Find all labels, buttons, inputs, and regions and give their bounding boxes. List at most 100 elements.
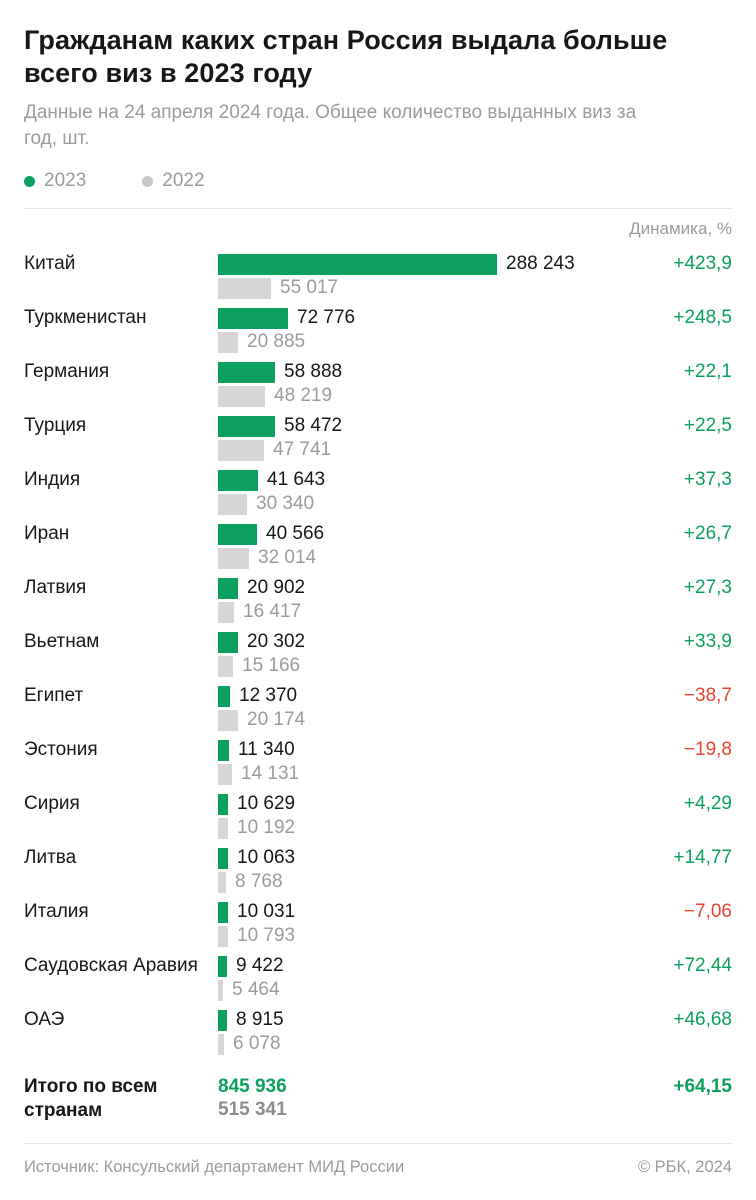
country-label: ОАЭ bbox=[24, 1009, 65, 1030]
value-2023-label: 10 031 bbox=[237, 901, 296, 922]
dynamics-value: +46,68 bbox=[673, 1009, 732, 1030]
bar-2022 bbox=[218, 655, 233, 677]
bar-line: 20 902 bbox=[218, 577, 632, 599]
dynamics-value: +37,3 bbox=[683, 469, 732, 490]
bar-line: 288 243 bbox=[218, 253, 632, 275]
value-2023-label: 40 566 bbox=[266, 523, 325, 544]
country-label: Турция bbox=[24, 415, 87, 436]
country-bars: 11 340 14 131 bbox=[218, 739, 632, 785]
value-2022-label: 6 078 bbox=[233, 1033, 281, 1054]
country-row: Саудовская Аравия 9 422 5 464 +72,44 bbox=[24, 955, 732, 1001]
country-bars: 10 629 10 192 bbox=[218, 793, 632, 839]
top-divider bbox=[24, 208, 732, 209]
dynamics-value: −7,06 bbox=[683, 901, 732, 922]
bar-line: 20 302 bbox=[218, 631, 632, 653]
bar-2023 bbox=[218, 469, 258, 491]
bar-2023 bbox=[218, 685, 230, 707]
bar-line: 10 629 bbox=[218, 793, 632, 815]
bar-2022 bbox=[218, 439, 264, 461]
dynamics-value: +248,5 bbox=[673, 307, 732, 328]
value-2023-label: 8 915 bbox=[236, 1009, 284, 1030]
value-2022-label: 5 464 bbox=[232, 979, 280, 1000]
total-label: Итого по всем странам bbox=[24, 1076, 158, 1121]
legend-item-2022: 2022 bbox=[142, 170, 205, 192]
value-2022-label: 47 741 bbox=[273, 439, 332, 460]
country-label: Сирия bbox=[24, 793, 80, 814]
country-row: Эстония 11 340 14 131 −19,8 bbox=[24, 739, 732, 785]
dynamics-value: +14,77 bbox=[673, 847, 732, 868]
country-row: Туркменистан 72 776 20 885 +248,5 bbox=[24, 307, 732, 353]
bar-2022 bbox=[218, 979, 223, 1001]
value-2023-label: 9 422 bbox=[236, 955, 284, 976]
footer: Источник: Консульский департамент МИД Ро… bbox=[24, 1158, 732, 1177]
bar-line: 20 174 bbox=[218, 709, 632, 731]
country-row: Литва 10 063 8 768 +14,77 bbox=[24, 847, 732, 893]
value-2022-label: 30 340 bbox=[256, 493, 315, 514]
bar-line: 16 417 bbox=[218, 601, 632, 623]
dynamics-value: −19,8 bbox=[683, 739, 732, 760]
country-label: Египет bbox=[24, 685, 84, 706]
value-2023-label: 12 370 bbox=[239, 685, 298, 706]
country-row: Сирия 10 629 10 192 +4,29 bbox=[24, 793, 732, 839]
country-bars: 41 643 30 340 bbox=[218, 469, 632, 515]
country-label: Вьетнам bbox=[24, 631, 100, 652]
bottom-divider bbox=[24, 1143, 732, 1144]
bar-line: 30 340 bbox=[218, 493, 632, 515]
bar-line: 48 219 bbox=[218, 385, 632, 407]
bar-2022 bbox=[218, 709, 238, 731]
total-row: Итого по всем странам 845 936 515 341 +6… bbox=[24, 1075, 732, 1123]
bar-line: 41 643 bbox=[218, 469, 632, 491]
country-label: Литва bbox=[24, 847, 77, 868]
value-2023-label: 11 340 bbox=[238, 739, 295, 760]
copyright: © РБК, 2024 bbox=[637, 1158, 732, 1176]
country-bars: 10 063 8 768 bbox=[218, 847, 632, 893]
bar-2022 bbox=[218, 277, 271, 299]
bar-2022 bbox=[218, 385, 265, 407]
country-row: Германия 58 888 48 219 +22,1 bbox=[24, 361, 732, 407]
value-2022-label: 20 174 bbox=[247, 709, 306, 730]
dynamics-value: +26,7 bbox=[683, 523, 732, 544]
bar-2022 bbox=[218, 871, 226, 893]
bar-2023 bbox=[218, 523, 257, 545]
bar-2022 bbox=[218, 1033, 224, 1055]
country-row: Египет 12 370 20 174 −38,7 bbox=[24, 685, 732, 731]
page-title: Гражданам каких стран Россия выдала боль… bbox=[24, 25, 668, 88]
country-bars: 58 472 47 741 bbox=[218, 415, 632, 461]
legend-item-2023: 2023 bbox=[24, 170, 86, 192]
country-bars: 58 888 48 219 bbox=[218, 361, 632, 407]
bar-line: 10 793 bbox=[218, 925, 632, 947]
dynamics-value: +72,44 bbox=[673, 955, 732, 976]
value-2023-label: 10 063 bbox=[237, 847, 296, 868]
country-bars: 9 422 5 464 bbox=[218, 955, 632, 1001]
dynamics-value: +22,5 bbox=[683, 415, 732, 436]
bar-line: 10 192 bbox=[218, 817, 632, 839]
legend-label-2022: 2022 bbox=[162, 170, 205, 191]
bar-line: 55 017 bbox=[218, 277, 632, 299]
country-bars: 20 902 16 417 bbox=[218, 577, 632, 623]
value-2023-label: 288 243 bbox=[506, 253, 575, 274]
legend-dot-2022-icon bbox=[142, 175, 154, 187]
country-label: Туркменистан bbox=[24, 307, 147, 328]
bar-line: 11 340 bbox=[218, 739, 632, 761]
bar-2023 bbox=[218, 307, 288, 329]
dynamics-value: +22,1 bbox=[683, 361, 732, 382]
value-2023-label: 58 472 bbox=[284, 415, 343, 436]
country-row: Иран 40 566 32 014 +26,7 bbox=[24, 523, 732, 569]
bar-2022 bbox=[218, 493, 247, 515]
source-note: Источник: Консульский департамент МИД Ро… bbox=[24, 1158, 405, 1176]
bar-2022 bbox=[218, 601, 234, 623]
country-label: Индия bbox=[24, 469, 81, 490]
bar-2023 bbox=[218, 847, 228, 869]
value-2023-label: 20 902 bbox=[247, 577, 306, 598]
bar-2023 bbox=[218, 1009, 227, 1031]
country-label: Италия bbox=[24, 901, 89, 922]
dynamics-value: −38,7 bbox=[683, 685, 732, 706]
subtitle: Данные на 24 апреля 2024 года. Общее кол… bbox=[24, 102, 637, 149]
country-row: Китай 288 243 55 017 +423,9 bbox=[24, 253, 732, 299]
bar-line: 58 472 bbox=[218, 415, 632, 437]
bar-2022 bbox=[218, 925, 228, 947]
country-row: Турция 58 472 47 741 +22,5 bbox=[24, 415, 732, 461]
value-2023-label: 72 776 bbox=[297, 307, 356, 328]
bar-line: 5 464 bbox=[218, 979, 632, 1001]
bar-line: 12 370 bbox=[218, 685, 632, 707]
